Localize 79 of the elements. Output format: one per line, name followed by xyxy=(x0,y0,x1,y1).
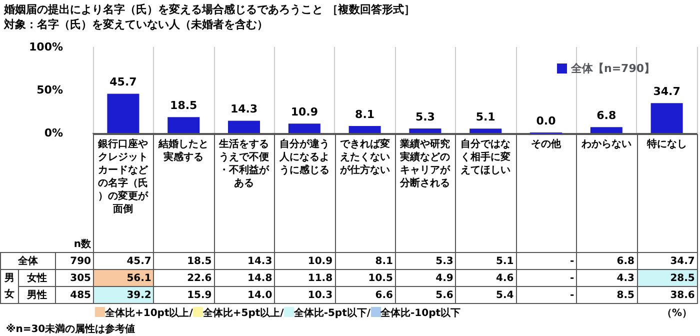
text: n数 xyxy=(74,239,91,250)
text: 4.3 xyxy=(576,270,638,286)
data-label: 10.9 xyxy=(290,106,318,119)
data-label: 8.1 xyxy=(355,108,375,122)
text: 全体比-5pt以下/ xyxy=(294,308,371,319)
data-label: 5.3 xyxy=(415,110,435,124)
text: 10.9 xyxy=(274,252,336,270)
text: 5.4 xyxy=(456,286,516,304)
text: 8.1 xyxy=(335,252,396,270)
bar xyxy=(409,128,442,133)
text: 女性 xyxy=(18,270,56,286)
text: 45.7 xyxy=(94,252,154,270)
text: 56.1 xyxy=(94,270,154,286)
bar xyxy=(228,120,260,133)
bar xyxy=(168,117,200,133)
x-tick-label: 特になし xyxy=(646,138,687,150)
text: 10.5 xyxy=(335,270,396,286)
text: 5.1 xyxy=(456,252,516,270)
data-label: 5.1 xyxy=(476,110,496,124)
text: 39.2 xyxy=(94,286,154,304)
data-label: 14.3 xyxy=(230,102,258,116)
chart-title: 婚姻届の提出により名字（氏）を変える場合感じるであろうこと ［複数回答形式］ xyxy=(4,2,415,17)
text: （%） xyxy=(662,307,692,320)
text: 男性 xyxy=(18,286,56,304)
text: 22.6 xyxy=(154,270,214,286)
y-tick-label: 0% xyxy=(44,126,63,140)
text: 305 xyxy=(56,270,94,286)
text: 485 xyxy=(56,286,94,304)
text: 全体比+5pt以上/ xyxy=(202,308,284,319)
text: 11.8 xyxy=(274,270,336,286)
x-tick-label: 生活をするうえで不便・不利益がある xyxy=(218,138,270,189)
bar xyxy=(288,124,320,133)
text: 28.5 xyxy=(637,270,698,286)
text: 6.6 xyxy=(335,286,396,304)
data-label: 45.7 xyxy=(110,76,137,89)
bar xyxy=(107,94,140,133)
data-label: 34.7 xyxy=(653,85,680,98)
y-tick-label: 100% xyxy=(29,40,63,54)
y-tick-label: 50% xyxy=(36,84,63,96)
text: 6.8 xyxy=(576,252,638,270)
bar xyxy=(590,127,622,133)
text: 男女 xyxy=(0,270,18,304)
bar xyxy=(348,126,381,133)
x-tick-label: 銀行口座やクレジットカードなどの名字（氏）の変更が面倒 xyxy=(97,138,150,215)
x-tick-label: わからない xyxy=(580,139,632,150)
chart-subtitle: 対象：名字（氏）を変えていない人（未婚者を含む） xyxy=(4,17,268,32)
text: 4.6 xyxy=(456,270,516,286)
legend-label: 全体【n=790】 xyxy=(570,62,656,75)
data-label: 0.0 xyxy=(536,114,556,128)
x-tick-label: その他 xyxy=(531,138,562,150)
x-tick-label: 自分が違う人になるように感じる xyxy=(278,138,330,176)
text: 15.9 xyxy=(154,286,214,304)
text: 14.8 xyxy=(214,270,275,286)
text: 全体 xyxy=(0,252,56,270)
text: 5.3 xyxy=(395,252,456,270)
text: - xyxy=(516,286,577,304)
text: 10.3 xyxy=(274,286,336,304)
text: 18.5 xyxy=(154,252,214,270)
text: 38.6 xyxy=(637,286,698,304)
text: 5.6 xyxy=(395,286,456,304)
bar xyxy=(470,128,502,133)
x-tick-label: 自分ではなく相手に変えてほしい xyxy=(460,138,511,176)
x-tick-label: 業績や研究実績などのキャリアが分断される xyxy=(399,138,452,189)
text: 4.9 xyxy=(395,270,456,286)
text: - xyxy=(516,270,577,286)
text: ※n=30未満の属性は参考値 xyxy=(6,322,136,336)
text: 34.7 xyxy=(637,252,698,270)
text: 14.3 xyxy=(214,252,275,270)
x-tick-label: できれば変えたくないが仕方ない xyxy=(338,138,390,176)
bar xyxy=(650,103,683,133)
data-label: 18.5 xyxy=(170,99,198,112)
x-tick-label: 結婚したと実感する xyxy=(158,138,209,163)
text: 790 xyxy=(56,252,94,270)
text: 14.0 xyxy=(214,286,275,304)
text: 全体比-10pt以下 xyxy=(380,308,461,319)
text: 全体比+10pt以上/ xyxy=(105,308,193,319)
data-label: 6.8 xyxy=(596,109,616,122)
text: 8.5 xyxy=(576,286,638,304)
text: - xyxy=(516,252,577,270)
